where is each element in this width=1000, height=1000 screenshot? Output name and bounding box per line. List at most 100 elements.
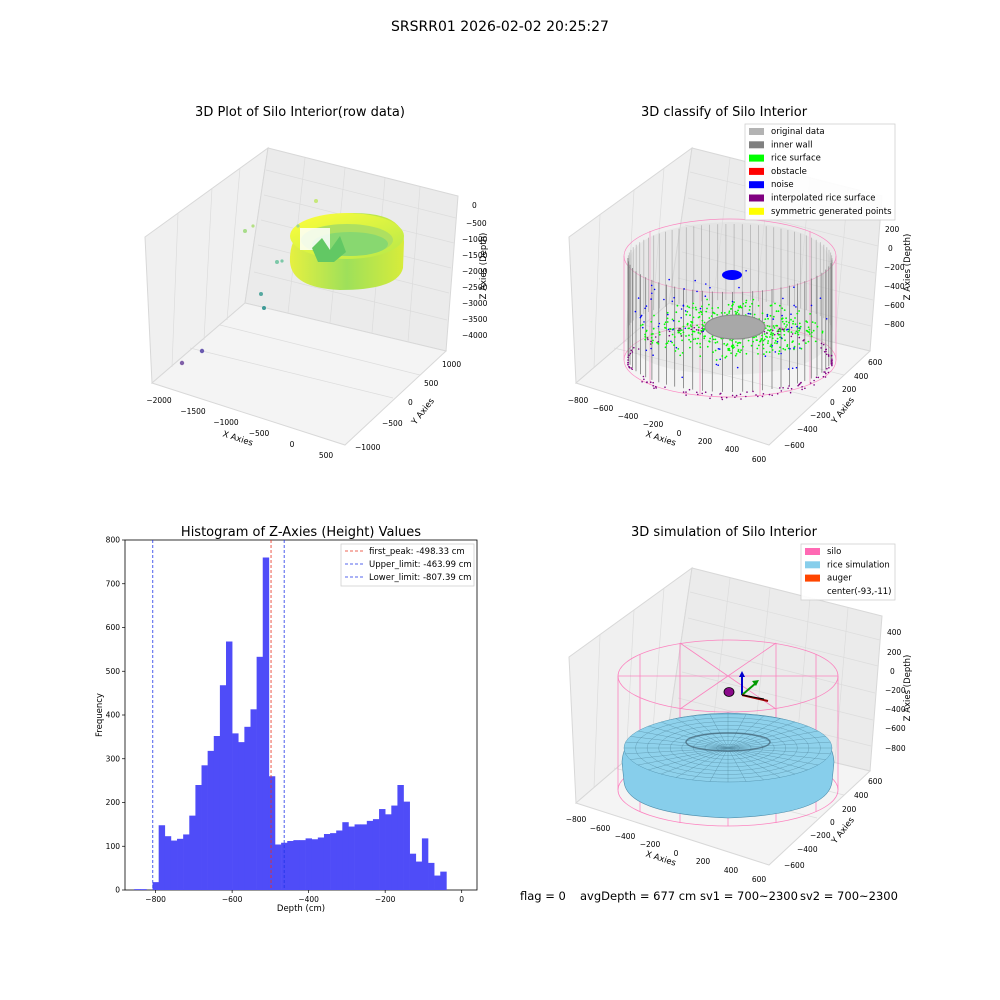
rice-point bbox=[731, 305, 733, 307]
rice-point bbox=[677, 348, 680, 350]
noise-point bbox=[705, 283, 707, 285]
classify-z-ticks: 200 0 −200 −400 −600 −800 bbox=[884, 225, 905, 329]
tick-label: 0 bbox=[830, 398, 835, 407]
hist-bar bbox=[397, 785, 404, 890]
interpolated-point bbox=[646, 337, 649, 339]
noise-point bbox=[766, 315, 769, 318]
rice-point bbox=[739, 351, 741, 354]
interpolated-point bbox=[823, 351, 826, 353]
raw-point bbox=[262, 306, 266, 310]
sv1-text: sv1 = 700~2300 bbox=[700, 889, 798, 903]
noise-point bbox=[772, 318, 775, 320]
noise-point bbox=[766, 314, 769, 316]
rice-point bbox=[727, 303, 730, 306]
mesh-spoke bbox=[625, 741, 729, 749]
rice-point bbox=[734, 310, 737, 313]
rice-point bbox=[779, 336, 781, 339]
tick-label: −4000 bbox=[462, 331, 488, 340]
rice-point bbox=[747, 339, 750, 342]
legend-swatch bbox=[749, 141, 764, 149]
noise-point bbox=[717, 364, 719, 367]
tick-label: −200 bbox=[810, 831, 831, 840]
hist-bar bbox=[415, 861, 423, 890]
panel-histogram: Histogram of Z-Axies (Height) Values −80… bbox=[95, 525, 478, 914]
rice-point bbox=[694, 306, 697, 309]
rice-point bbox=[688, 306, 691, 309]
tick-label: −200 bbox=[810, 411, 831, 420]
axis-arrow-shaft bbox=[741, 694, 765, 700]
hist-bar bbox=[342, 822, 349, 890]
legend-swatch bbox=[749, 181, 764, 189]
interpolated-point bbox=[740, 398, 742, 400]
interpolated-point bbox=[813, 379, 815, 382]
tick-label: −400 bbox=[884, 282, 905, 291]
hist-legend: first_peak: -498.33 cm Upper_limit: -463.… bbox=[340, 543, 475, 587]
raw-z-label: Z Axies (Depth) bbox=[479, 233, 489, 300]
noise-point bbox=[657, 325, 660, 328]
tick-label: −500 bbox=[249, 429, 270, 438]
tick-label: 0 bbox=[890, 667, 895, 676]
rice-point bbox=[723, 312, 726, 314]
rice-point bbox=[665, 327, 667, 329]
tick-label: 500 bbox=[106, 667, 121, 676]
mesh-spoke bbox=[727, 747, 781, 778]
rice-point bbox=[737, 350, 740, 353]
rice-point bbox=[699, 342, 701, 345]
raw-point bbox=[251, 224, 255, 228]
interpolated-point bbox=[739, 393, 742, 396]
interpolated-point bbox=[721, 398, 724, 401]
interpolated-point bbox=[803, 339, 805, 341]
rice-point bbox=[716, 314, 719, 316]
rice-point bbox=[686, 323, 689, 326]
hist-y-ticks: 0 100 200 300 400 500 600 700 800 bbox=[106, 536, 125, 895]
inner-wall-stripes bbox=[627, 224, 833, 392]
rice-point bbox=[644, 338, 647, 341]
rice-point bbox=[732, 347, 734, 350]
mesh-spoke bbox=[727, 725, 808, 749]
hist-bar bbox=[183, 834, 190, 890]
legend-label: interpolated rice surface bbox=[771, 194, 876, 204]
rice-point bbox=[740, 306, 743, 309]
rice-point bbox=[665, 343, 668, 345]
rice-point bbox=[807, 331, 810, 333]
rice-point bbox=[783, 334, 786, 336]
rice-point bbox=[770, 346, 773, 348]
mesh-spoke bbox=[709, 714, 729, 749]
tick-label: 500 bbox=[319, 451, 334, 460]
rice-point bbox=[784, 339, 786, 342]
interpolated-point bbox=[831, 364, 833, 367]
rice-point bbox=[778, 333, 781, 336]
hist-bar bbox=[299, 840, 306, 891]
tick-label: 600 bbox=[752, 455, 767, 464]
interpolated-point bbox=[643, 378, 645, 381]
noise-point bbox=[749, 313, 751, 315]
legend-label: silo bbox=[827, 547, 841, 557]
tick-label: 700 bbox=[106, 579, 121, 588]
rice-point bbox=[712, 311, 715, 314]
legend-label: Upper_limit: -463.99 cm bbox=[369, 560, 472, 570]
axis-arrow-y bbox=[741, 682, 757, 696]
interpolated-point bbox=[664, 386, 666, 389]
rice-point bbox=[712, 338, 715, 341]
noise-point bbox=[782, 297, 784, 300]
rice-point bbox=[752, 298, 755, 301]
tick-label: −200 bbox=[375, 895, 396, 904]
interpolated-point bbox=[779, 387, 781, 389]
tick-label: −2000 bbox=[462, 267, 488, 276]
mesh-spoke bbox=[727, 747, 795, 775]
noise-point bbox=[650, 347, 652, 350]
rice-point bbox=[697, 337, 699, 340]
rice-point bbox=[667, 340, 670, 343]
rice-point bbox=[807, 326, 810, 329]
rice-point bbox=[760, 338, 763, 340]
tick-label: −400 bbox=[797, 845, 818, 854]
interpolated-point bbox=[627, 359, 629, 361]
hist-bar bbox=[428, 862, 435, 891]
interpolated-point bbox=[720, 396, 723, 399]
rice-point bbox=[687, 327, 690, 330]
interpolated-point bbox=[790, 335, 793, 338]
rice-point bbox=[730, 352, 732, 355]
sim-x-label: X Axies bbox=[644, 849, 677, 868]
rice-point bbox=[785, 317, 787, 320]
interpolated-point bbox=[701, 392, 703, 395]
